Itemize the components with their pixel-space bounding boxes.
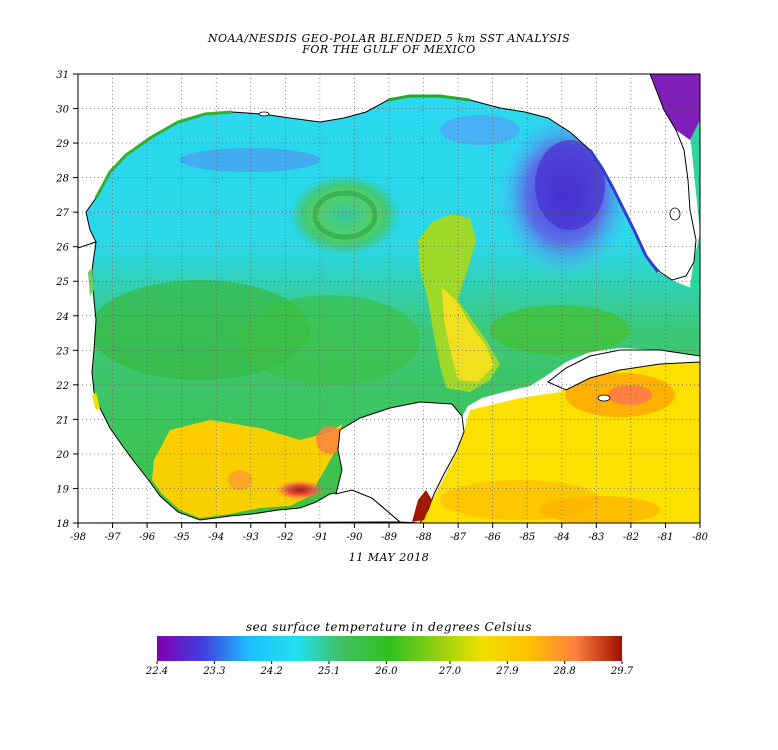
lat-tick-label: 27 xyxy=(55,208,69,219)
lat-tick-label: 21 xyxy=(55,415,69,426)
yucatan-peninsula-land xyxy=(335,401,465,523)
lon-tick-label: -85 xyxy=(519,532,535,543)
cuba-land xyxy=(547,349,700,391)
atlantic-water xyxy=(684,74,700,300)
warm-spot-campeche xyxy=(316,426,344,454)
lon-tick-label: -93 xyxy=(243,532,259,543)
lat-tick-label: 22 xyxy=(55,381,69,392)
lon-tick-label: -88 xyxy=(416,532,432,543)
map-title-line-2: FOR THE GULF OF MEXICO xyxy=(302,43,476,56)
east-green-band xyxy=(490,305,630,355)
lon-tick-label: -89 xyxy=(381,532,398,543)
longitude-axis: -98 -97 -96 -95 -94 -93 -92 -91 -90 -89 -88 -87 -86 -… xyxy=(70,523,709,543)
lon-tick-label: -91 xyxy=(312,532,328,543)
lat-tick-label: 28 xyxy=(55,174,69,185)
colorbar-ticks: 22.4 23.3 24.2 25.1 26.0 27.0 27.9 28.8 29.7 xyxy=(145,661,634,677)
cool-mississippi-shelf xyxy=(440,115,520,145)
lat-tick-label: 29 xyxy=(55,139,69,150)
marsh-island xyxy=(258,111,270,117)
colorbar-gradient xyxy=(157,636,622,661)
lake-okeechobee xyxy=(669,207,681,221)
colorbar-tick-label: 22.4 xyxy=(145,666,168,677)
lat-tick-label: 31 xyxy=(56,70,69,81)
lat-tick-label: 30 xyxy=(56,105,69,116)
lon-tick-label: -92 xyxy=(277,532,293,543)
lat-tick-label: 18 xyxy=(56,519,69,530)
warm-patch-south-2 xyxy=(540,496,660,523)
colorbar-tick-label: 26.0 xyxy=(374,666,398,677)
lat-tick-label: 19 xyxy=(56,484,69,495)
colorbar-tick-label: 24.2 xyxy=(260,666,283,677)
colorbar-tick-label: 29.7 xyxy=(610,666,634,677)
lon-tick-label: -95 xyxy=(174,532,190,543)
warm-spot-west xyxy=(228,470,252,490)
lon-tick-label: -90 xyxy=(346,532,363,543)
lon-tick-label: -81 xyxy=(657,532,673,543)
colorbar-title: sea surface temperature in degrees Celsi… xyxy=(245,620,533,634)
cool-florida-core xyxy=(535,140,605,230)
lon-tick-label: -96 xyxy=(139,532,156,543)
lat-tick-label: 26 xyxy=(55,243,69,254)
tampico-warm-patch xyxy=(92,392,100,410)
cool-eddy xyxy=(290,175,400,255)
colorbar-tick-label: 25.1 xyxy=(317,666,340,677)
colorbar-tick-label: 23.3 xyxy=(202,666,225,677)
hot-spot-campeche xyxy=(275,480,325,500)
colorbar-tick-label: 27.0 xyxy=(438,666,462,677)
lon-tick-label: -97 xyxy=(105,532,122,543)
texas-coast-patch xyxy=(88,268,94,296)
colorbar-tick-label: 27.9 xyxy=(495,666,519,677)
lon-tick-label: -98 xyxy=(70,532,86,543)
analysis-date: 11 MAY 2018 xyxy=(348,551,430,564)
lon-tick-label: -82 xyxy=(623,532,639,543)
lon-tick-label: -86 xyxy=(485,532,502,543)
lon-tick-label: -80 xyxy=(692,532,709,543)
lon-tick-label: -87 xyxy=(450,532,467,543)
atlantic-cold-strip xyxy=(650,74,700,140)
lon-tick-label: -83 xyxy=(588,532,604,543)
map-title-line-1: NOAA/NESDIS GEO-POLAR BLENDED 5 km SST A… xyxy=(207,32,571,45)
north-coast-fringe xyxy=(94,110,233,199)
eddy-ring xyxy=(312,190,378,240)
isla-de-la-juventud xyxy=(597,394,611,402)
lon-tick-label: -84 xyxy=(554,532,570,543)
florida-coast-fringe xyxy=(588,149,660,273)
warm-band-west xyxy=(165,426,245,454)
lat-tick-label: 23 xyxy=(55,346,69,357)
loop-current-core xyxy=(442,288,494,382)
delta-coast-fringe xyxy=(387,94,471,102)
lat-tick-label: 24 xyxy=(55,312,69,323)
warm-core-patch xyxy=(608,385,652,405)
graticule xyxy=(78,74,700,523)
hot-spot-yucatan xyxy=(412,490,432,522)
colorbar-tick-label: 28.8 xyxy=(553,666,576,677)
lat-tick-label: 25 xyxy=(55,277,69,288)
latitude-axis: 18 19 20 21 22 23 24 25 26 27 28 29 30 31 xyxy=(55,70,78,530)
lat-tick-label: 20 xyxy=(55,450,69,461)
lon-tick-label: -94 xyxy=(208,532,224,543)
